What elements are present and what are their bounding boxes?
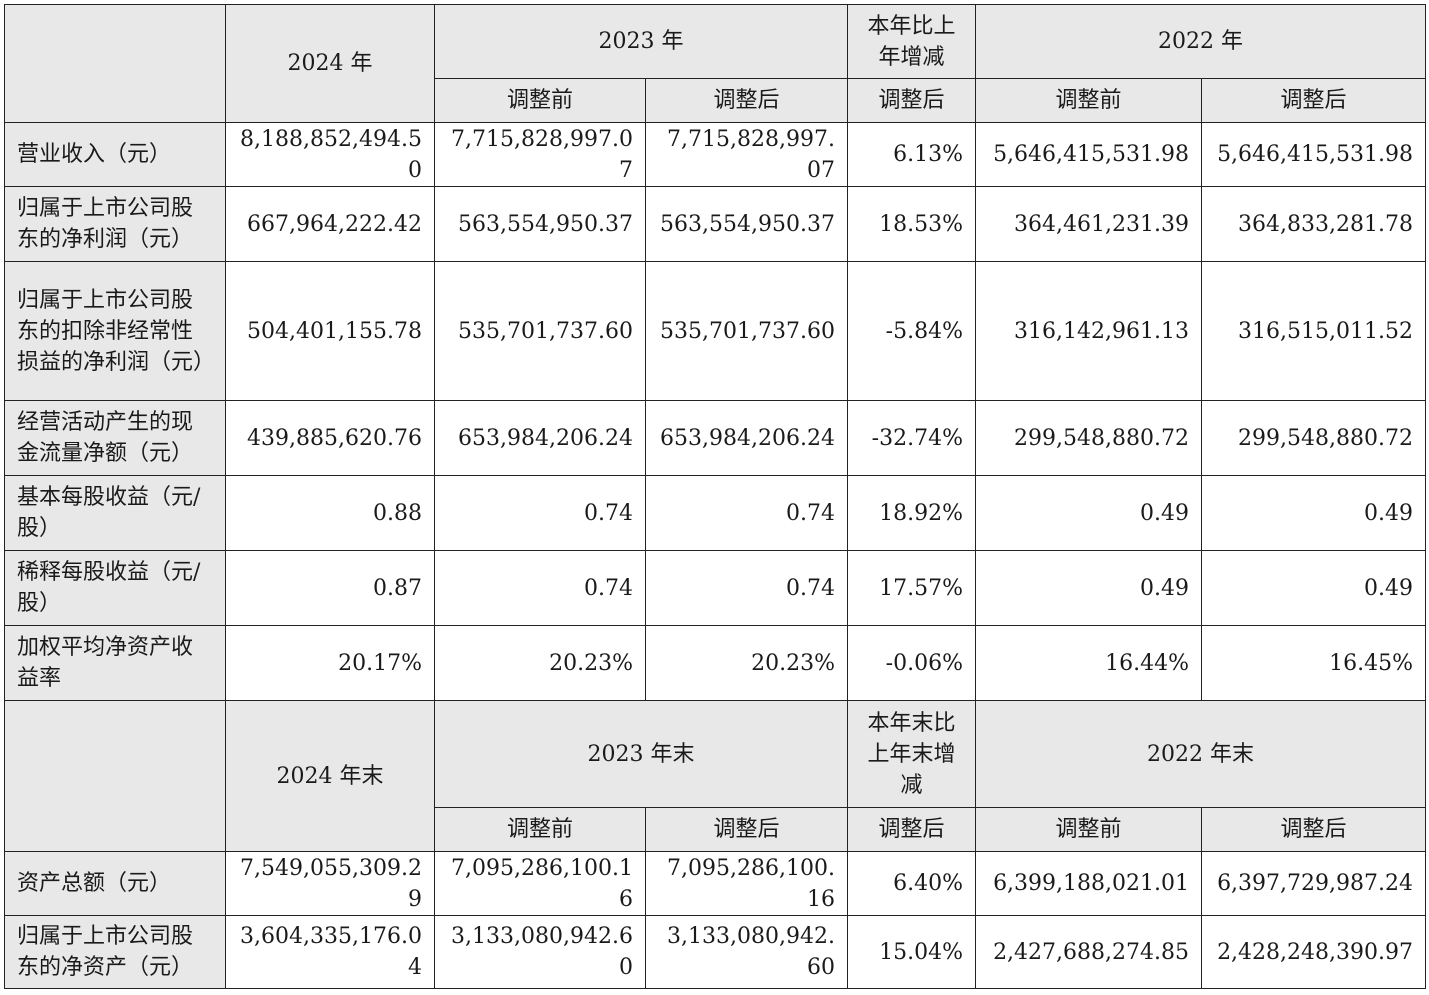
header-2022-after: 调整后 [1201, 807, 1426, 852]
cell-2023-after: 7,715,828,997.07 [645, 122, 848, 187]
cell-2024: 7,549,055,309.29 [225, 851, 435, 916]
cell-2022-before: 316,142,961.13 [975, 261, 1202, 401]
cell-2023-after: 653,984,206.24 [645, 400, 848, 476]
cell-2023-after: 7,095,286,100.16 [645, 851, 848, 916]
cell-2024: 3,604,335,176.04 [225, 915, 435, 989]
header-corner [4, 700, 226, 852]
header-2023-before: 调整前 [434, 807, 646, 852]
header-2022-before: 调整前 [975, 807, 1202, 852]
cell-2022-after: 16.45% [1201, 625, 1426, 701]
cell-2022-after: 0.49 [1201, 550, 1426, 626]
row-label: 经营活动产生的现金流量净额（元） [4, 400, 226, 476]
row-label: 归属于上市公司股东的净利润（元） [4, 186, 226, 262]
table-row: 加权平均净资产收益率 20.17% 20.23% 20.23% -0.06% 1… [4, 625, 1426, 701]
cell-2023-before: 3,133,080,942.60 [434, 915, 646, 989]
cell-2022-after: 5,646,415,531.98 [1201, 122, 1426, 187]
cell-change: -5.84% [847, 261, 976, 401]
cell-2022-before: 16.44% [975, 625, 1202, 701]
table-row: 营业收入（元） 8,188,852,494.50 7,715,828,997.0… [4, 122, 1426, 187]
cell-2023-after: 0.74 [645, 475, 848, 551]
header-change: 本年比上年增减 [847, 4, 976, 79]
section2-header-row: 2024 年末 2023 年末 本年末比上年末增减 2022 年末 [4, 700, 1426, 852]
cell-2023-after: 563,554,950.37 [645, 186, 848, 262]
cell-2022-before: 6,399,188,021.01 [975, 851, 1202, 916]
row-label: 资产总额（元） [4, 851, 226, 916]
header-2022: 2022 年 [975, 4, 1426, 79]
row-label: 归属于上市公司股东的扣除非经常性损益的净利润（元） [4, 261, 226, 401]
cell-2024: 8,188,852,494.50 [225, 122, 435, 187]
header-corner [4, 4, 226, 123]
cell-2023-after: 0.74 [645, 550, 848, 626]
cell-2022-before: 2,427,688,274.85 [975, 915, 1202, 989]
cell-change: 18.92% [847, 475, 976, 551]
cell-2022-after: 316,515,011.52 [1201, 261, 1426, 401]
cell-change: 6.40% [847, 851, 976, 916]
row-label: 加权平均净资产收益率 [4, 625, 226, 701]
cell-2024: 0.88 [225, 475, 435, 551]
cell-2023-before: 7,095,286,100.16 [434, 851, 646, 916]
row-label: 营业收入（元） [4, 122, 226, 187]
cell-2022-after: 0.49 [1201, 475, 1426, 551]
cell-2022-after: 6,397,729,987.24 [1201, 851, 1426, 916]
cell-2022-before: 299,548,880.72 [975, 400, 1202, 476]
table-row: 归属于上市公司股东的净资产（元） 3,604,335,176.04 3,133,… [4, 915, 1426, 989]
financial-summary-table: 2024 年 2023 年 本年比上年增减 2022 年 调整前 调整后 调整后… [4, 4, 1426, 989]
cell-2023-before: 535,701,737.60 [434, 261, 646, 401]
header-2022-end: 2022 年末 [975, 700, 1426, 808]
cell-2022-before: 5,646,415,531.98 [975, 122, 1202, 187]
section2-subheader-row: 调整前 调整后 调整后 调整前 调整后 [5, 807, 1426, 852]
table-row: 基本每股收益（元/股） 0.88 0.74 0.74 18.92% 0.49 0… [4, 475, 1426, 551]
cell-2024: 504,401,155.78 [225, 261, 435, 401]
header-2024: 2024 年 [225, 4, 435, 123]
cell-change: -32.74% [847, 400, 976, 476]
table-row: 资产总额（元） 7,549,055,309.29 7,095,286,100.1… [4, 851, 1426, 916]
cell-change: 15.04% [847, 915, 976, 989]
cell-2022-after: 2,428,248,390.97 [1201, 915, 1426, 989]
cell-2023-after: 20.23% [645, 625, 848, 701]
cell-2024: 439,885,620.76 [225, 400, 435, 476]
cell-2023-after: 535,701,737.60 [645, 261, 848, 401]
table-row: 稀释每股收益（元/股） 0.87 0.74 0.74 17.57% 0.49 0… [4, 550, 1426, 626]
cell-2023-before: 653,984,206.24 [434, 400, 646, 476]
cell-2024: 667,964,222.42 [225, 186, 435, 262]
row-label: 稀释每股收益（元/股） [4, 550, 226, 626]
cell-2023-before: 563,554,950.37 [434, 186, 646, 262]
header-2023-before: 调整前 [434, 78, 646, 123]
cell-change: 18.53% [847, 186, 976, 262]
section1-subheader-row: 调整前 调整后 调整后 调整前 调整后 [5, 78, 1426, 123]
cell-2024: 20.17% [225, 625, 435, 701]
header-change-after: 调整后 [847, 78, 976, 123]
header-2024-end: 2024 年末 [225, 700, 435, 852]
cell-2022-before: 0.49 [975, 475, 1202, 551]
cell-2023-before: 0.74 [434, 475, 646, 551]
cell-2023-before: 0.74 [434, 550, 646, 626]
header-2023: 2023 年 [434, 4, 848, 79]
row-label: 基本每股收益（元/股） [4, 475, 226, 551]
header-2022-before: 调整前 [975, 78, 1202, 123]
cell-2022-before: 0.49 [975, 550, 1202, 626]
header-2023-after: 调整后 [645, 78, 848, 123]
cell-2022-before: 364,461,231.39 [975, 186, 1202, 262]
cell-2023-before: 7,715,828,997.07 [434, 122, 646, 187]
header-change-after: 调整后 [847, 807, 976, 852]
header-change-end: 本年末比上年末增减 [847, 700, 976, 808]
cell-change: -0.06% [847, 625, 976, 701]
cell-2023-after: 3,133,080,942.60 [645, 915, 848, 989]
header-2022-after: 调整后 [1201, 78, 1426, 123]
table-row: 归属于上市公司股东的扣除非经常性损益的净利润（元） 504,401,155.78… [4, 261, 1426, 401]
cell-2023-before: 20.23% [434, 625, 646, 701]
cell-2022-after: 364,833,281.78 [1201, 186, 1426, 262]
cell-change: 17.57% [847, 550, 976, 626]
section1-header-row: 2024 年 2023 年 本年比上年增减 2022 年 [4, 4, 1426, 123]
cell-2024: 0.87 [225, 550, 435, 626]
cell-2022-after: 299,548,880.72 [1201, 400, 1426, 476]
cell-change: 6.13% [847, 122, 976, 187]
table-row: 经营活动产生的现金流量净额（元） 439,885,620.76 653,984,… [4, 400, 1426, 476]
header-2023-end: 2023 年末 [434, 700, 848, 808]
row-label: 归属于上市公司股东的净资产（元） [4, 915, 226, 989]
table-row: 归属于上市公司股东的净利润（元） 667,964,222.42 563,554,… [4, 186, 1426, 262]
header-2023-after: 调整后 [645, 807, 848, 852]
